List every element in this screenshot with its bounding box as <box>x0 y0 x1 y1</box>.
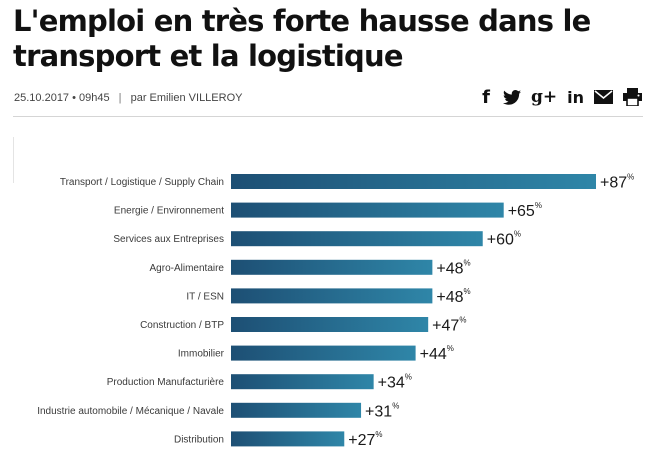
bar <box>231 374 374 390</box>
bar <box>231 259 433 275</box>
bar <box>231 174 596 189</box>
value-label: +44% <box>420 344 454 363</box>
value-label: +31% <box>365 401 399 420</box>
bar <box>231 288 433 304</box>
print-icon[interactable] <box>623 88 642 106</box>
category-label: IT / ESN <box>186 291 224 302</box>
value-label: +27% <box>348 430 382 449</box>
value-label: +47% <box>432 316 466 335</box>
byline-separator: | <box>118 92 122 104</box>
value-label: +48% <box>436 258 470 277</box>
category-label: Immobilier <box>178 349 225 360</box>
category-label: Transport / Logistique / Supply Chain <box>60 177 224 188</box>
byline: 25.10.2017 • 09h45 | par Emilien VILLERO… <box>14 92 242 104</box>
twitter-icon[interactable] <box>502 88 521 106</box>
publish-date: 25.10.2017 • 09h45 <box>14 92 110 104</box>
mail-icon[interactable] <box>594 88 613 106</box>
category-label: Industrie automobile / Mécanique / Naval… <box>37 406 224 417</box>
value-label: +87% <box>600 173 634 192</box>
google-plus-icon[interactable]: g+ <box>530 87 558 107</box>
category-label: Energie / Environnement <box>114 206 224 217</box>
bar <box>231 317 429 332</box>
share-bar: f g+ in <box>479 86 642 108</box>
value-label: +60% <box>487 230 521 249</box>
author[interactable]: par Emilien VILLEROY <box>130 92 243 104</box>
chart-frame-edge <box>13 137 17 183</box>
value-label: +48% <box>436 287 470 306</box>
bar <box>231 231 483 247</box>
bar-chart: Transport / Logistique / Supply Chain +87… <box>37 173 634 449</box>
bar <box>231 345 416 361</box>
linkedin-icon[interactable]: in <box>567 87 584 107</box>
bar <box>231 431 345 447</box>
header-divider <box>13 116 643 117</box>
value-label: +65% <box>508 201 542 220</box>
facebook-icon[interactable]: f <box>482 86 490 108</box>
bar <box>231 402 362 418</box>
article-title: L'emploi en très forte hausse dans le tr… <box>13 4 591 73</box>
bar <box>231 202 504 218</box>
category-label: Construction / BTP <box>140 320 224 331</box>
category-label: Agro-Alimentaire <box>150 263 225 274</box>
value-label: +34% <box>378 373 412 392</box>
category-label: Production Manufacturière <box>107 377 225 388</box>
category-label: Distribution <box>174 434 224 445</box>
category-label: Services aux Entreprises <box>113 234 224 245</box>
